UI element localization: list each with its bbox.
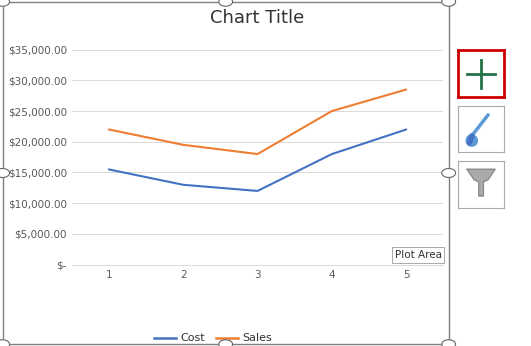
Text: Plot Area: Plot Area <box>395 250 442 260</box>
Polygon shape <box>467 169 495 196</box>
Legend: Cost, Sales: Cost, Sales <box>149 329 277 346</box>
Circle shape <box>466 135 477 146</box>
Title: Chart Title: Chart Title <box>210 9 305 27</box>
